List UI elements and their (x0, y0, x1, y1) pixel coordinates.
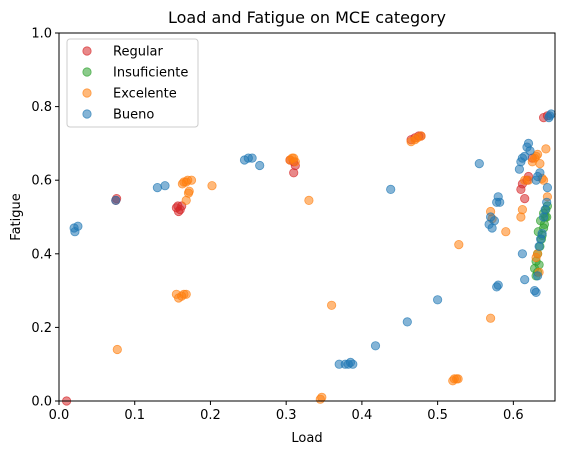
x-axis-label: Load (291, 431, 322, 446)
x-tick-label: 0.3 (276, 408, 297, 423)
data-point (112, 344, 122, 355)
data-point (520, 274, 530, 285)
data-point (532, 249, 543, 259)
data-point (495, 197, 505, 207)
chart-title: Load and Fatigue on MCE category (168, 8, 446, 27)
x-tick-label: 0.5 (427, 408, 448, 423)
data-point (326, 300, 337, 310)
data-point (454, 240, 464, 250)
data-point (523, 138, 534, 148)
data-point (181, 289, 191, 299)
data-point (432, 295, 443, 305)
data-point (517, 249, 528, 259)
data-point (532, 149, 543, 159)
legend-label: Bueno (113, 108, 154, 123)
y-tick-label: 1.0 (31, 27, 52, 42)
legend-label: Regular (113, 45, 164, 60)
data-point (485, 313, 496, 323)
data-point (542, 183, 553, 193)
x-tick-label: 0.0 (49, 408, 70, 423)
data-point (370, 341, 381, 351)
data-point (111, 195, 121, 205)
data-point (183, 188, 194, 198)
y-tick-label: 0.6 (31, 174, 52, 189)
series-excelente (112, 131, 553, 404)
x-tick-label: 0.2 (200, 408, 221, 423)
legend-box (66, 38, 199, 128)
data-point (493, 280, 503, 290)
data-point (289, 168, 299, 178)
data-point (152, 183, 162, 193)
data-point (402, 317, 412, 327)
x-tick-label: 0.6 (503, 408, 524, 423)
data-point (207, 181, 217, 191)
points-layer (61, 109, 556, 406)
data-point (541, 144, 551, 154)
y-tick-label: 0.4 (31, 247, 52, 262)
plot-frame (58, 32, 556, 402)
data-point (537, 229, 547, 239)
data-point (186, 175, 197, 185)
data-point (546, 109, 556, 119)
data-point (247, 153, 257, 163)
data-point (516, 212, 526, 222)
x-tick-label: 0.1 (124, 408, 145, 423)
legend-marker (82, 46, 92, 56)
legend-label: Excelente (113, 87, 177, 102)
data-point (317, 392, 327, 402)
y-axis-label: Fatigue (9, 193, 24, 240)
legend-label: Insuficiente (113, 66, 188, 81)
legend: Regular Insuficiente Excelente Bueno (66, 38, 199, 128)
data-point (453, 374, 463, 384)
data-point (255, 160, 265, 171)
data-point (290, 157, 300, 167)
data-point (525, 146, 535, 156)
legend-marker (82, 88, 92, 98)
data-point (474, 159, 484, 169)
data-point (416, 131, 426, 141)
x-tick-label: 0.4 (352, 408, 373, 423)
ticks-layer: 0.0 0.1 0.2 0.3 0.4 0.5 0.6 0.0 0.2 0.4 0.6 0.8 1.0 (31, 27, 523, 424)
data-point (523, 175, 534, 185)
y-tick-label: 0.8 (31, 100, 52, 115)
data-point (73, 221, 83, 231)
legend-marker (82, 67, 92, 77)
data-point (514, 164, 525, 174)
data-point (535, 159, 545, 169)
data-point (531, 287, 541, 297)
data-point (304, 195, 314, 205)
data-point (517, 205, 528, 215)
data-point (532, 271, 543, 281)
data-point (501, 227, 511, 237)
data-point (160, 181, 170, 191)
data-point (520, 194, 530, 204)
y-tick-label: 0.2 (31, 321, 52, 336)
data-point (538, 212, 549, 222)
data-point (386, 184, 396, 194)
data-point (542, 197, 552, 207)
y-tick-label: 0.0 (31, 395, 52, 410)
series-bueno (69, 109, 556, 369)
data-point (535, 168, 545, 178)
legend-marker (82, 109, 92, 119)
data-point (520, 151, 530, 161)
data-point (489, 216, 499, 226)
data-point (348, 359, 358, 369)
